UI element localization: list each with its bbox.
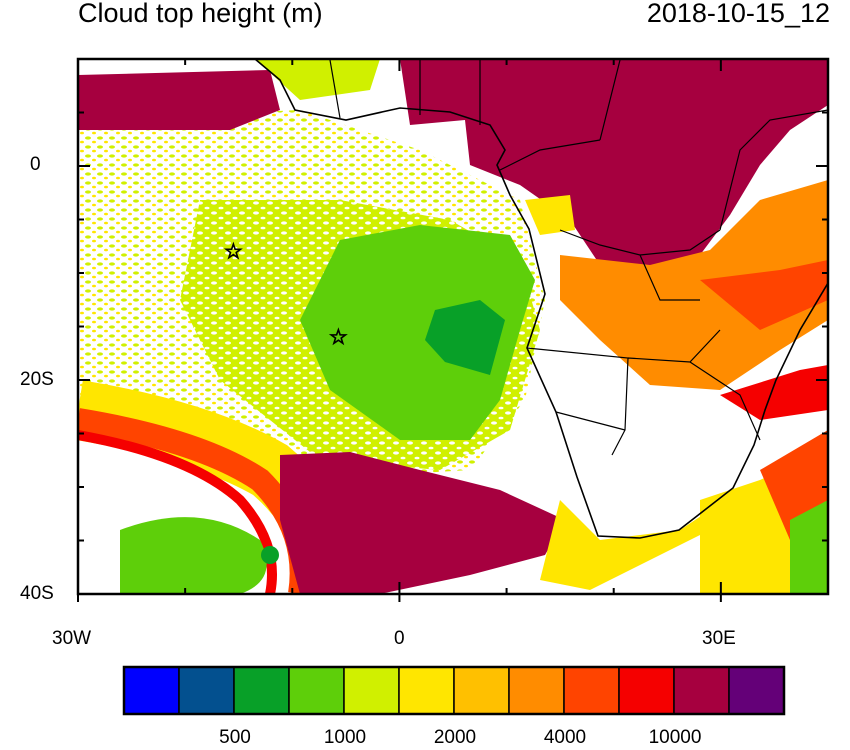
westafrica-green bbox=[255, 59, 380, 100]
plot-title: Cloud top height (m) bbox=[78, 0, 323, 28]
colorbar-label: 4000 bbox=[543, 727, 587, 748]
colorbar-swatch bbox=[288, 666, 345, 715]
stratocumulus-green bbox=[300, 225, 535, 440]
lon-label-30e: 30E bbox=[702, 628, 736, 649]
star-marker bbox=[328, 327, 348, 346]
lat-label-20s: 20S bbox=[20, 369, 54, 390]
colorbar-label: 2000 bbox=[433, 727, 477, 748]
red-band-se bbox=[720, 365, 828, 420]
colorbar-swatch bbox=[508, 666, 565, 715]
high-cloud-south bbox=[280, 452, 565, 594]
cyclone-green bbox=[120, 517, 267, 594]
axis-ticks bbox=[77, 58, 829, 602]
lat-label-0: 0 bbox=[30, 154, 41, 175]
lat-label-40s: 40S bbox=[20, 583, 54, 604]
colorbar-swatch bbox=[233, 666, 290, 715]
stratocumulus-darkgreen bbox=[425, 300, 505, 375]
se-clouds-green bbox=[790, 500, 828, 594]
country-borders bbox=[329, 59, 828, 456]
colorbar-swatch bbox=[728, 666, 785, 715]
colorbar bbox=[122, 665, 786, 716]
high-cloud-orange2 bbox=[700, 260, 828, 330]
colorbar-swatch bbox=[178, 666, 235, 715]
colorbar-swatch bbox=[398, 666, 455, 715]
colorbar-label: 10000 bbox=[648, 727, 702, 748]
lon-label-30w: 30W bbox=[52, 628, 92, 649]
high-cloud-africa bbox=[400, 59, 828, 270]
gulf-yellow bbox=[525, 195, 575, 235]
star-marker bbox=[223, 241, 243, 260]
high-cloud-orange bbox=[560, 180, 828, 390]
colorbar-swatch bbox=[618, 666, 675, 715]
south-africa-yellow bbox=[540, 490, 740, 590]
colorbar-swatch bbox=[453, 666, 510, 715]
high-cloud-nw bbox=[78, 70, 280, 130]
lon-label-0: 0 bbox=[394, 628, 405, 649]
africa-coastline bbox=[254, 59, 828, 539]
colorbar-label: 1000 bbox=[323, 727, 367, 748]
colorbar-swatch bbox=[673, 666, 730, 715]
plot-datetime: 2018-10-15_12 bbox=[646, 0, 830, 28]
map-area bbox=[78, 59, 828, 594]
colorbar-swatch bbox=[123, 666, 180, 715]
colorbar-swatch bbox=[343, 666, 400, 715]
colorbar-frame bbox=[122, 665, 786, 716]
colorbar-swatch bbox=[563, 666, 620, 715]
colorbar-label: 500 bbox=[219, 727, 251, 748]
